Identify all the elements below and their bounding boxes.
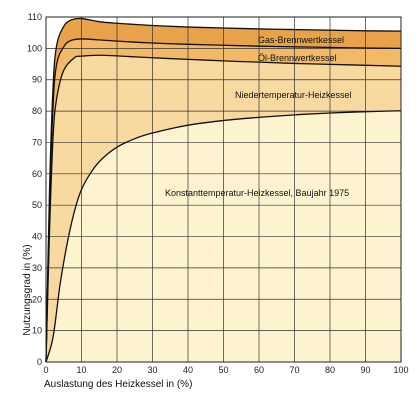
y-axis-label: Nutzungsgrad in (%) bbox=[22, 244, 33, 335]
curve-oel-brennwertkessel bbox=[45, 38, 402, 363]
y-tick-label: 80 bbox=[32, 106, 42, 116]
curve-niedertemperatur-heizkessel bbox=[45, 54, 402, 363]
x-tick-label: 10 bbox=[76, 365, 86, 375]
y-tick-label: 110 bbox=[28, 12, 42, 22]
label-oel-brennwertkessel: Öl-Brennwertkessel bbox=[258, 53, 337, 63]
x-tick-label: 60 bbox=[254, 365, 264, 375]
x-tick-label: 40 bbox=[183, 365, 193, 375]
y-tick-label: 90 bbox=[32, 75, 42, 85]
y-tick-label: 0 bbox=[37, 357, 42, 367]
curve-konstanttemperatur-heizkessel-baujahr-1975 bbox=[45, 110, 402, 363]
plot-frame bbox=[45, 16, 402, 363]
y-tick-label: 40 bbox=[32, 232, 42, 242]
y-tick-label: 50 bbox=[32, 200, 42, 210]
x-tick-label: 90 bbox=[360, 365, 370, 375]
curve-gas-brennwertkessel bbox=[45, 17, 402, 363]
y-tick-label: 70 bbox=[32, 137, 42, 147]
y-tick-label: 60 bbox=[32, 169, 42, 179]
y-tick-label: 10 bbox=[32, 326, 42, 336]
x-tick-labels: 0 10 20 30 40 50 60 70 80 90 100 bbox=[43, 365, 408, 375]
x-tick-label: 70 bbox=[289, 365, 299, 375]
series-annotations: Gas-Brennwertkessel Öl-Brennwertkessel N… bbox=[165, 35, 352, 198]
y-tick-label: 20 bbox=[32, 294, 42, 304]
x-tick-label: 100 bbox=[393, 365, 408, 375]
x-tick-label: 20 bbox=[112, 365, 122, 375]
label-gas-brennwertkessel: Gas-Brennwertkessel bbox=[258, 35, 344, 45]
y-tick-label: 100 bbox=[27, 43, 42, 53]
label-konstanttemperatur-heizkessel: Konstanttemperatur-Heizkessel, Baujahr 1… bbox=[165, 188, 349, 198]
x-axis-label: Auslastung des Heizkessel in (%) bbox=[44, 379, 192, 390]
y-tick-labels: 0 10 20 30 40 50 60 70 80 90 100 110 bbox=[27, 12, 42, 367]
series-curves bbox=[45, 17, 402, 363]
x-tick-label: 0 bbox=[43, 365, 48, 375]
x-tick-label: 50 bbox=[218, 365, 228, 375]
y-tick-label: 30 bbox=[32, 263, 42, 273]
label-niedertemperatur-heizkessel: Niedertemperatur-Heizkessel bbox=[235, 90, 352, 100]
x-tick-label: 80 bbox=[325, 365, 335, 375]
x-tick-label: 30 bbox=[147, 365, 157, 375]
